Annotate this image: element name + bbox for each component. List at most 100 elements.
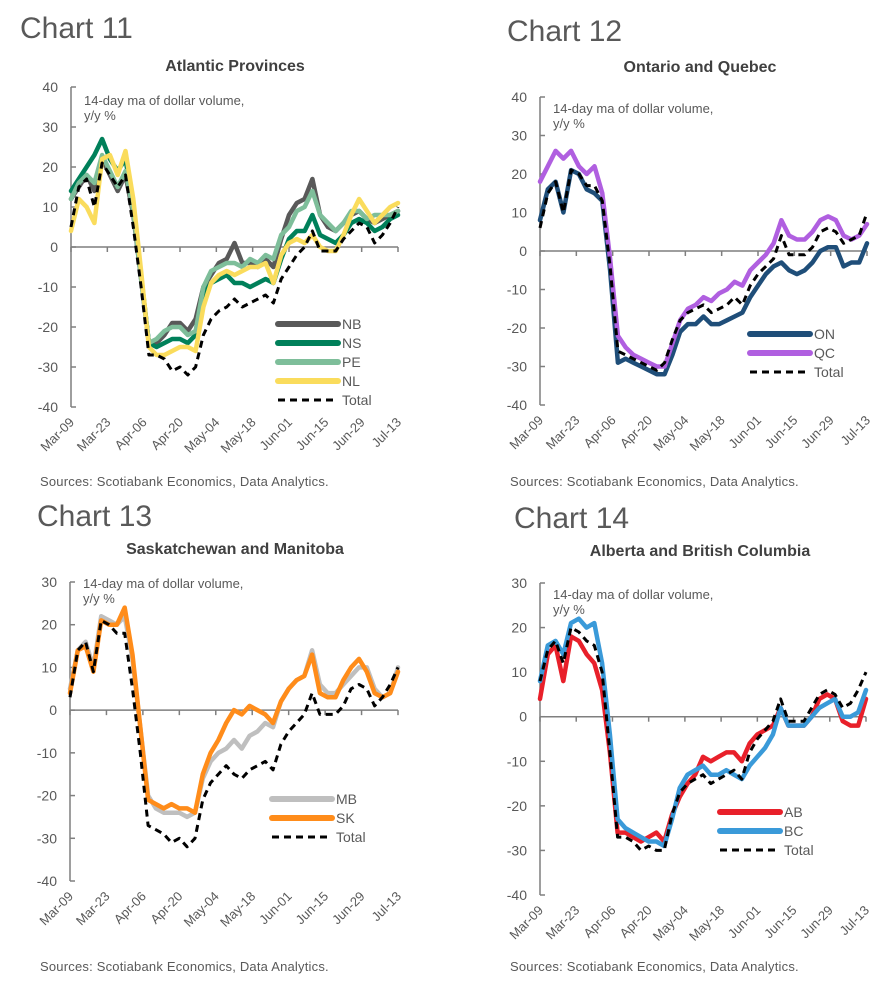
unit-note: 14-day ma of dollar volume,	[83, 576, 243, 591]
x-tick-label: May-18	[686, 903, 727, 944]
unit-note-line2: y/y %	[84, 108, 116, 123]
chart-14-title: Alberta and British Columbia	[589, 543, 811, 560]
chart-14-source: Sources: Scotiabank Economics, Data Anal…	[510, 959, 799, 974]
c13-series-total	[68, 618, 400, 849]
x-tick-label: Jul-13	[836, 903, 872, 939]
c11-plot: 40 30 20 10 0 -10 -20 -30 -40Mar-09Mar-23Apr-06A…	[37, 79, 404, 456]
x-tick-label: Mar-09	[506, 413, 546, 453]
x-tick-label: Jun-15	[293, 889, 332, 928]
x-tick-label: Apr-06	[581, 413, 619, 451]
y-tick-label: -20	[507, 798, 527, 814]
y-tick-label: 10	[42, 199, 58, 215]
y-tick-label: 20	[511, 166, 527, 182]
c14-series-total	[538, 626, 868, 852]
x-tick-label: Jun-29	[797, 903, 836, 942]
y-tick-label: 0	[519, 243, 527, 259]
x-tick-label: Apr-06	[580, 903, 618, 941]
x-tick-label: Jul-13	[837, 413, 873, 449]
chart-12-number: Chart 12	[507, 15, 623, 48]
x-tick-label: Jul-13	[368, 889, 404, 925]
y-tick-label: -30	[37, 830, 57, 846]
y-tick-label: -20	[38, 319, 58, 335]
unit-note: 14-day ma of dollar volume,	[553, 101, 713, 116]
c11-series-nl	[68, 148, 401, 358]
x-tick-label: May-04	[650, 413, 691, 454]
c12-series-qc	[537, 148, 870, 369]
x-tick-label: Jun-29	[329, 415, 368, 454]
y-tick-label: 0	[50, 239, 58, 255]
y-tick-label: -40	[38, 399, 58, 415]
unit-note-line2: y/y %	[553, 116, 585, 131]
y-tick-label: 40	[42, 79, 58, 95]
chart-11-title: Atlantic Provinces	[165, 58, 305, 75]
chart-13-title: Saskatchewan and Manitoba	[126, 541, 344, 558]
c12-plot: 40 30 20 10 0 -10 -20 -30 -40Mar-09Mar-23Apr-06A…	[506, 89, 873, 454]
y-tick-label: -10	[507, 282, 527, 298]
c14-series-bc	[537, 616, 869, 849]
y-tick-label: 30	[511, 575, 527, 591]
x-tick-label: Mar-09	[36, 889, 76, 929]
y-tick-label: -40	[37, 873, 57, 889]
x-tick-label: Jun-01	[725, 413, 764, 452]
y-tick-label: 30	[511, 128, 527, 144]
chart-13-source: Sources: Scotiabank Economics, Data Anal…	[40, 959, 329, 974]
c12-series-on	[537, 167, 870, 377]
x-tick-label: May-18	[217, 889, 258, 930]
x-tick-label: Jun-15	[761, 903, 800, 942]
x-tick-label: Apr-20	[148, 415, 186, 453]
chart-14-number: Chart 14	[514, 502, 630, 535]
c14-series-ab	[537, 634, 869, 844]
y-tick-label: 0	[49, 702, 57, 718]
y-tick-label: 20	[41, 617, 57, 633]
y-tick-label: -30	[507, 359, 527, 375]
x-tick-label: May-18	[218, 415, 259, 456]
chart-12-source: Sources: Scotiabank Economics, Data Anal…	[510, 474, 799, 489]
chart-11-source: Sources: Scotiabank Economics, Data Anal…	[40, 474, 329, 489]
x-tick-label: Jun-01	[256, 889, 295, 928]
y-tick-label: 10	[511, 205, 527, 221]
x-tick-label: May-04	[181, 415, 222, 456]
x-tick-label: Apr-20	[617, 903, 655, 941]
x-tick-label: Jul-13	[368, 415, 404, 451]
unit-note-line2: y/y %	[83, 591, 115, 606]
y-tick-label: -10	[38, 279, 58, 295]
y-tick-label: -30	[38, 359, 58, 375]
unit-note-line2: y/y %	[553, 602, 585, 617]
c14-plot: 30 20 10 0 -10 -20 -30 -40Mar-09Mar-23Apr-06Apr…	[506, 575, 872, 944]
y-tick-label: 20	[511, 620, 527, 636]
legend-label-ns: NS	[342, 335, 361, 351]
legend-label-total: Total	[814, 364, 844, 380]
x-tick-label: May-04	[181, 889, 222, 930]
legend-label-total: Total	[336, 829, 366, 845]
y-tick-label: -40	[507, 887, 527, 903]
y-tick-label: 0	[519, 709, 527, 725]
legend-label-nb: NB	[342, 316, 361, 332]
c13-series-sk	[67, 605, 401, 815]
x-tick-label: Apr-06	[112, 415, 150, 453]
c13-series-mb	[67, 613, 401, 820]
x-tick-label: May-04	[650, 903, 691, 944]
x-tick-label: Jun-29	[798, 413, 837, 452]
legend-label-sk: SK	[336, 810, 355, 826]
legend-label-on: ON	[814, 326, 835, 342]
y-tick-label: -10	[37, 745, 57, 761]
chart-11-number: Chart 11	[20, 12, 133, 45]
legend-label-bc: BC	[784, 823, 803, 839]
unit-note: 14-day ma of dollar volume,	[553, 587, 713, 602]
x-tick-label: Mar-09	[506, 903, 546, 943]
x-tick-label: Jun-15	[293, 415, 332, 454]
legend-label-qc: QC	[814, 345, 835, 361]
x-tick-label: Mar-23	[543, 413, 583, 453]
y-tick-label: -40	[507, 397, 527, 413]
c11-series-pe	[68, 152, 401, 346]
legend-label-ab: AB	[784, 804, 803, 820]
y-tick-label: -30	[507, 842, 527, 858]
c12-series-total	[538, 168, 869, 372]
x-tick-label: Mar-09	[37, 415, 77, 455]
legend-label-mb: MB	[336, 791, 357, 807]
y-tick-label: -10	[507, 753, 527, 769]
legend-label-nl: NL	[342, 373, 360, 389]
x-tick-label: May-18	[687, 413, 728, 454]
x-tick-label: Mar-23	[73, 889, 113, 929]
